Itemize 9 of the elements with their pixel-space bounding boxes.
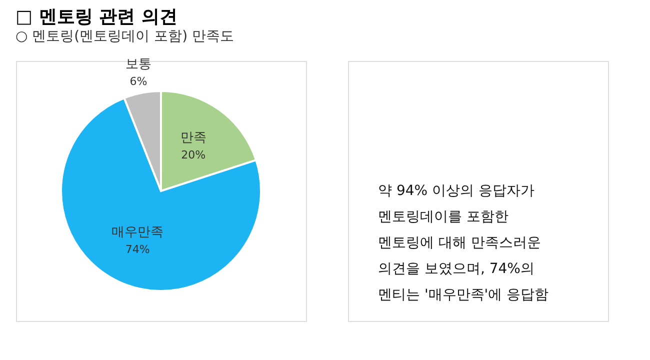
- slice-label: 매우만족: [112, 224, 164, 240]
- text: 약 94% 이상의 응답자가 멘토링데이를 포함한 멘토링에 대해 만족스러운 의견을 보였으며, 74%의 멘티는 '매우만족'에 응답함: [378, 183, 549, 303]
- chart-subtitle: ○ 멘토링(멘토링데이 포함) 만족도: [16, 28, 234, 45]
- data-label: 6%: [130, 75, 148, 88]
- slice-label: 만족: [180, 130, 206, 146]
- chart-title: □ 멘토링 관련 의견: [16, 6, 178, 28]
- data-label: 74%: [125, 242, 150, 256]
- slice-label: 보통: [126, 57, 152, 72]
- data-label: 20%: [181, 148, 206, 162]
